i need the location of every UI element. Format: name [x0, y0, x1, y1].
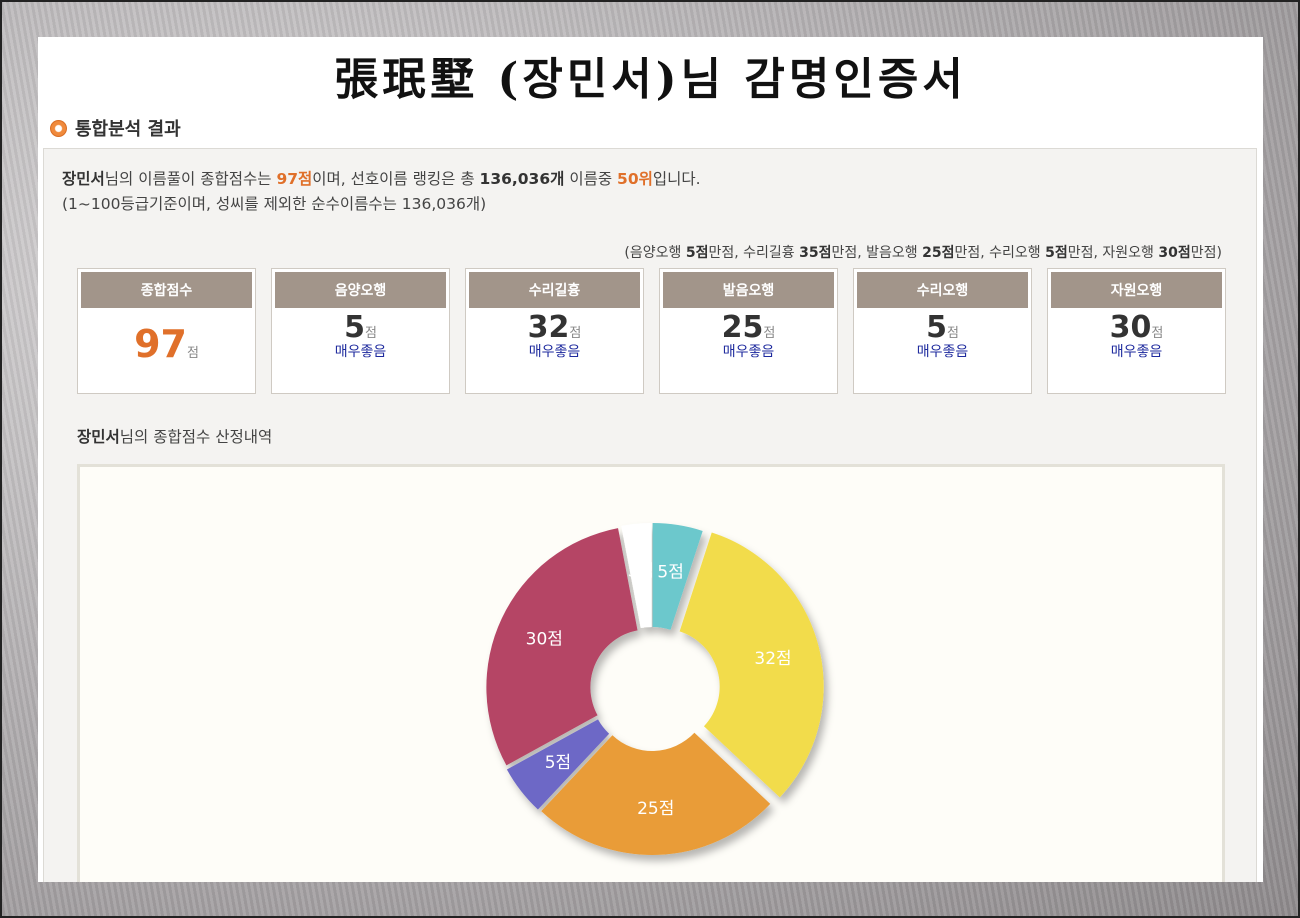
score-card-eumyang: 음양오행 5점 매우좋음 — [271, 268, 450, 394]
card-value: 30 — [1109, 310, 1152, 345]
summary-text-4: 입니다. — [652, 170, 701, 188]
breakdown-title: 장민서님의 종합점수 산정내역 — [77, 425, 272, 447]
card-unit: 점 — [763, 326, 776, 341]
score-card-jawon: 자원오행 30점 매우좋음 — [1047, 268, 1226, 394]
max-note-part: (음양오행 — [624, 245, 686, 261]
donut-slice — [486, 528, 638, 766]
donut-slice-label: 30점 — [526, 629, 563, 649]
card-unit: 점 — [364, 326, 377, 341]
max-note-value: 5점 — [1045, 245, 1068, 261]
result-panel: 장민서님의 이름풀이 종합점수는 97점이며, 선호이름 랭킹은 총 136,0… — [43, 148, 1257, 882]
score-card-suri-ohaeng: 수리오행 5점 매우좋음 — [853, 268, 1032, 394]
summary-rank: 50위 — [617, 170, 653, 188]
max-note-value: 30점 — [1158, 245, 1191, 261]
summary-line-2: (1~100등급기준이며, 성씨를 제외한 순수이름수는 136,036개) — [62, 195, 487, 213]
card-value: 5 — [926, 310, 947, 345]
card-label: 음양오행 — [275, 272, 446, 308]
certificate-title: 張珉墅 (장민서)님 감명인증서 — [334, 54, 967, 105]
donut-slice — [679, 532, 824, 798]
card-label: 종합점수 — [81, 272, 252, 308]
card-unit: 점 — [186, 346, 199, 361]
card-unit: 점 — [569, 326, 582, 341]
breakdown-name: 장민서 — [77, 428, 120, 446]
max-note-value: 25점 — [922, 245, 955, 261]
max-note-part: 만점, 수리길흉 — [708, 245, 800, 261]
card-unit: 점 — [1151, 326, 1164, 341]
card-value: 5 — [344, 310, 365, 345]
summary-total-count: 136,036개 — [479, 170, 565, 188]
summary-line-1: 장민서님의 이름풀이 종합점수는 97점이며, 선호이름 랭킹은 총 136,0… — [62, 167, 701, 192]
donut-slice — [541, 732, 771, 855]
card-label: 수리길흉 — [469, 272, 640, 308]
donut-slice — [652, 523, 703, 630]
card-label: 수리오행 — [857, 272, 1028, 308]
breakdown-title-text: 님의 종합점수 산정내역 — [119, 428, 273, 446]
donut-chart-panel: 5점 32점 25점 5점 30점 3점 — [77, 464, 1225, 882]
card-label: 자원오행 — [1051, 272, 1222, 308]
donut-slice-label: 5점 — [657, 562, 683, 582]
max-note-part: 만점) — [1190, 245, 1222, 261]
donut-slice-label: 32점 — [754, 649, 791, 669]
section-title: 통합분석 결과 — [75, 119, 181, 140]
card-unit: 점 — [946, 326, 959, 341]
donut-slice-label: 25점 — [637, 799, 674, 819]
score-card-total: 종합점수 97점 — [77, 268, 256, 394]
score-card-bareum: 발음오행 25점 매우좋음 — [659, 268, 838, 394]
score-card-suri-gilhyung: 수리길흉 32점 매우좋음 — [465, 268, 644, 394]
summary-text-3: 이름중 — [564, 170, 618, 188]
summary-text-2: 이며, 선호이름 랭킹은 총 — [312, 170, 480, 188]
card-value: 32 — [527, 310, 570, 345]
donut-slice-label: 5점 — [545, 753, 571, 773]
card-grade: 매우좋음 — [334, 344, 387, 360]
card-grade: 매우좋음 — [1110, 344, 1163, 360]
donut-chart: 5점 32점 25점 5점 30점 3점 — [486, 523, 824, 855]
max-note-value: 35점 — [799, 245, 832, 261]
max-note-part: 만점, 수리오행 — [954, 245, 1046, 261]
summary-text: 장민서님의 이름풀이 종합점수는 97점이며, 선호이름 랭킹은 총 136,0… — [62, 167, 701, 217]
card-grade: 매우좋음 — [528, 344, 581, 360]
summary-name: 장민서 — [62, 170, 105, 188]
donut-slice — [506, 719, 610, 810]
max-note-value: 5점 — [685, 245, 709, 261]
card-label: 발음오행 — [663, 272, 834, 308]
card-value: 25 — [721, 310, 764, 345]
orange-bullet-icon — [50, 119, 67, 137]
card-value: 97 — [134, 322, 187, 366]
score-cards: 종합점수 97점 음양오행 5점 매우좋음 수리길흉 32점 매우좋음 — [77, 268, 1226, 394]
donut-slice — [621, 523, 652, 629]
max-note-part: 만점, 자원오행 — [1067, 245, 1159, 261]
max-score-note: (음양오행 5점만점, 수리길흉 35점만점, 발음오행 25점만점, 수리오행… — [624, 242, 1222, 262]
max-note-part: 만점, 발음오행 — [831, 245, 923, 261]
summary-text-1: 님의 이름풀이 종합점수는 — [104, 170, 277, 188]
card-grade: 매우좋음 — [722, 344, 775, 360]
card-grade: 매우좋음 — [916, 344, 969, 360]
section-header: 통합분석 결과 — [50, 115, 181, 141]
summary-score: 97점 — [276, 170, 313, 188]
donut-slice-label: 3점 — [628, 562, 654, 582]
certificate-page: 張珉墅 (장민서)님 감명인증서 통합분석 결과 장민서님의 이름풀이 종합점수… — [38, 37, 1263, 882]
